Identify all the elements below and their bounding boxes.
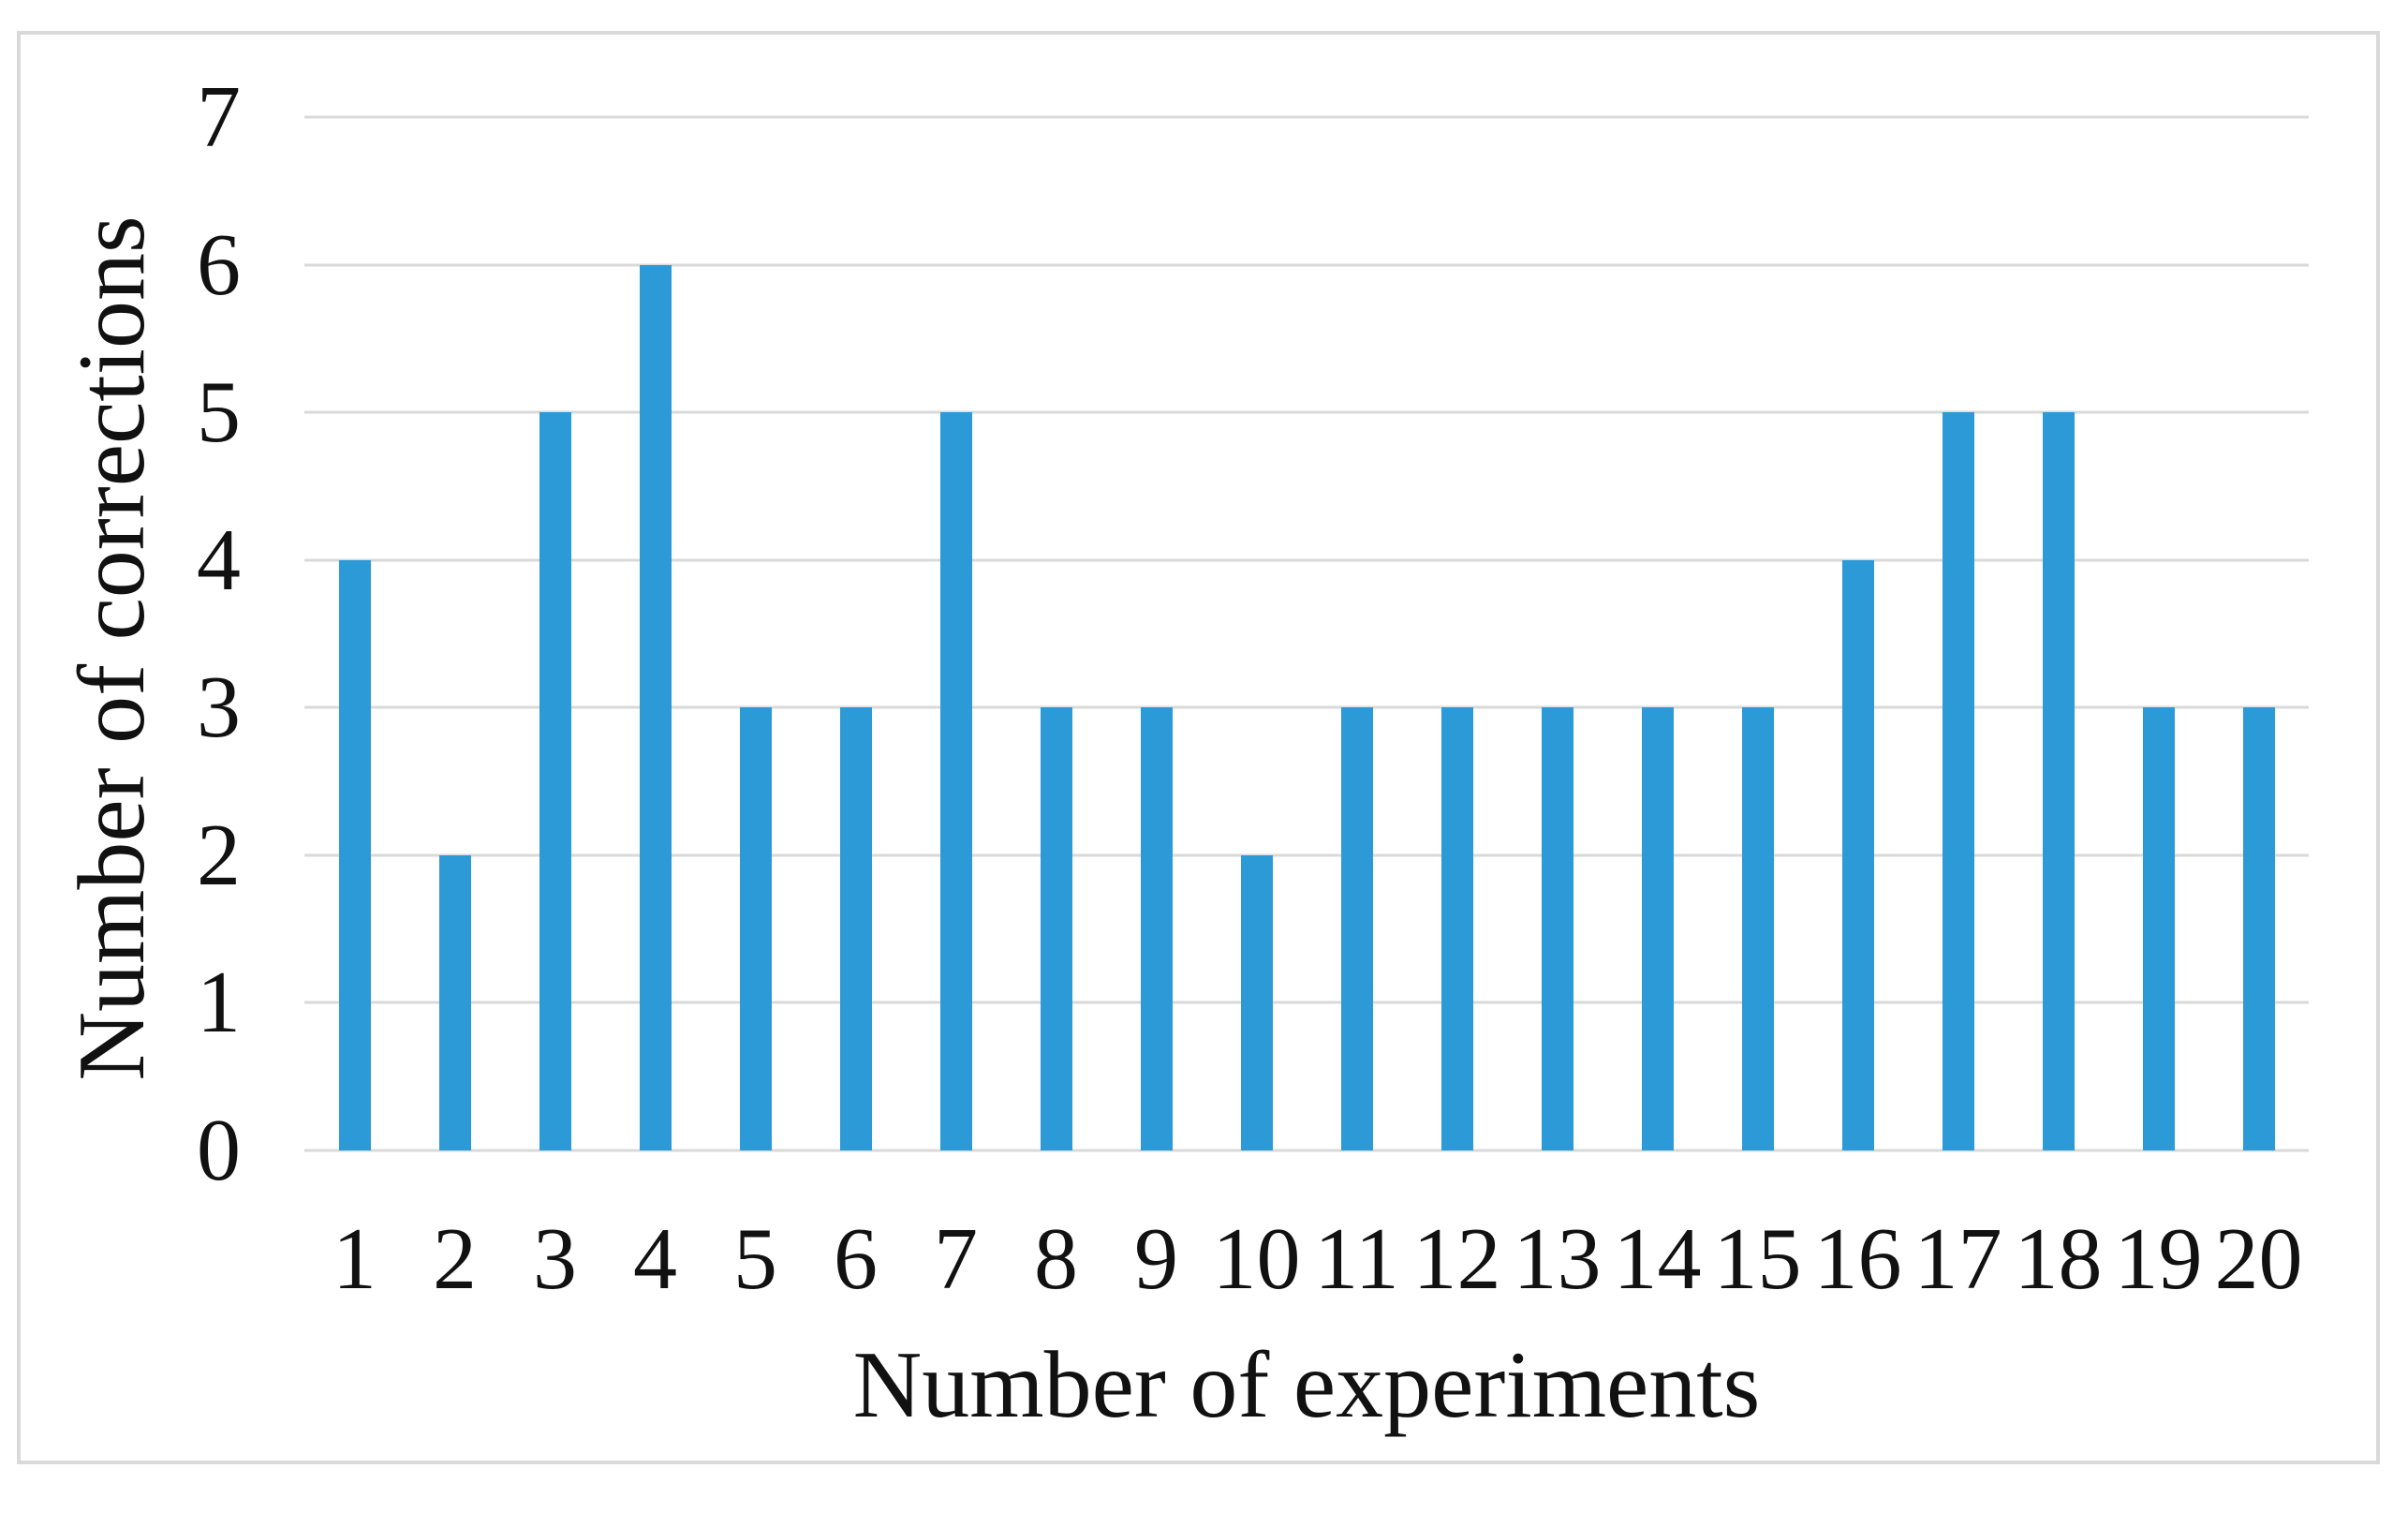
- x-tick-label-3: 3: [533, 1210, 577, 1308]
- bar-experiment-7: [939, 412, 972, 1150]
- bar-experiment-17: [1942, 412, 1974, 1150]
- gridline-y-3: [304, 705, 2309, 709]
- gridline-y-7: [304, 115, 2309, 119]
- bar-experiment-6: [839, 707, 872, 1150]
- bar-experiment-1: [338, 559, 371, 1150]
- x-tick-label-18: 18: [2014, 1210, 2103, 1308]
- bar-experiment-15: [1741, 707, 1774, 1150]
- gridline-y-0: [304, 1149, 2309, 1152]
- bar-experiment-2: [438, 854, 471, 1150]
- x-tick-label-4: 4: [633, 1210, 677, 1308]
- y-tick-label-2: 2: [197, 806, 241, 904]
- bar-experiment-10: [1240, 854, 1273, 1150]
- gridline-y-6: [304, 263, 2309, 267]
- x-tick-label-20: 20: [2214, 1210, 2303, 1308]
- y-tick-label-1: 1: [197, 954, 241, 1052]
- gridline-y-2: [304, 853, 2309, 857]
- bar-experiment-12: [1440, 707, 1473, 1150]
- bar-experiment-8: [1040, 707, 1072, 1150]
- bar-experiment-18: [2042, 412, 2075, 1150]
- bar-experiment-4: [639, 264, 672, 1150]
- x-tick-label-7: 7: [934, 1210, 978, 1308]
- x-tick-label-8: 8: [1034, 1210, 1078, 1308]
- y-tick-label-3: 3: [197, 659, 241, 757]
- x-tick-label-1: 1: [332, 1210, 377, 1308]
- bar-experiment-13: [1541, 707, 1573, 1150]
- bar-experiment-16: [1841, 559, 1874, 1150]
- x-tick-label-19: 19: [2114, 1210, 2203, 1308]
- x-tick-label-11: 11: [1314, 1210, 1399, 1308]
- x-tick-label-17: 17: [1913, 1210, 2002, 1308]
- y-tick-label-5: 5: [197, 363, 241, 462]
- x-tick-label-6: 6: [834, 1210, 878, 1308]
- x-tick-label-16: 16: [1813, 1210, 1902, 1308]
- gridline-y-4: [304, 558, 2309, 562]
- gridline-y-1: [304, 1001, 2309, 1004]
- x-tick-label-14: 14: [1613, 1210, 1702, 1308]
- plot-area: [304, 115, 2309, 1152]
- y-tick-label-7: 7: [197, 68, 241, 166]
- bar-experiment-20: [2242, 707, 2275, 1150]
- y-tick-label-4: 4: [197, 511, 241, 609]
- x-tick-label-10: 10: [1212, 1210, 1301, 1308]
- x-tick-label-13: 13: [1513, 1210, 1602, 1308]
- bar-experiment-9: [1140, 707, 1173, 1150]
- x-tick-label-12: 12: [1412, 1210, 1501, 1308]
- y-tick-label-6: 6: [197, 215, 241, 314]
- bar-experiment-3: [539, 412, 571, 1150]
- x-axis-tick-labels: 1 2 3 4 5 6 7 8 9 10 11 12 13 14 15 16 17 18 19 20: [304, 1208, 2309, 1311]
- x-tick-label-5: 5: [733, 1210, 777, 1308]
- bar-experiment-5: [739, 707, 772, 1150]
- x-tick-label-15: 15: [1713, 1210, 1802, 1308]
- x-tick-label-9: 9: [1134, 1210, 1178, 1308]
- x-tick-label-2: 2: [433, 1210, 477, 1308]
- bar-experiment-11: [1340, 707, 1373, 1150]
- bar-experiment-14: [1641, 707, 1674, 1150]
- gridline-y-5: [304, 410, 2309, 414]
- x-axis-title: Number of experiments: [852, 1332, 1761, 1438]
- y-tick-label-0: 0: [197, 1102, 241, 1199]
- bar-experiment-19: [2142, 707, 2175, 1150]
